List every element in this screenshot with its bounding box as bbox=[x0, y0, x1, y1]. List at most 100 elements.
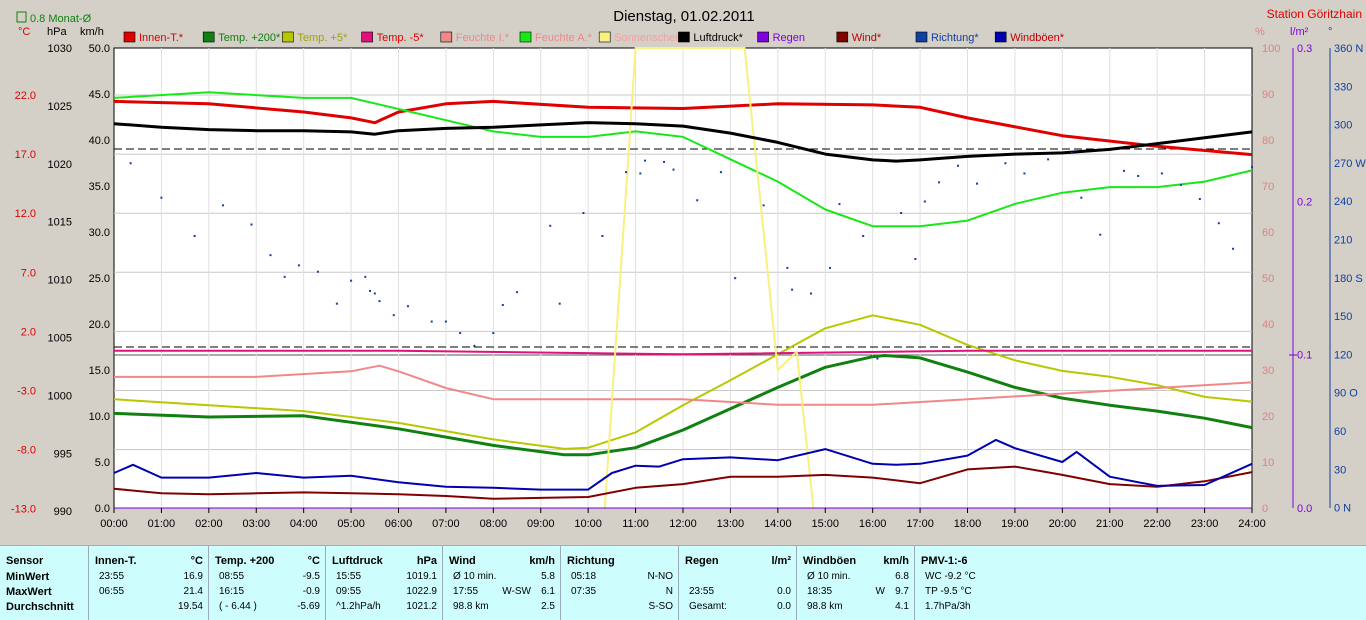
stats-cell-value: 0.0 bbox=[777, 601, 791, 612]
stats-cell-value: 6.8 bbox=[895, 571, 909, 582]
temp-tick-label: 2.0 bbox=[21, 326, 36, 338]
stats-cell-time: 05:18 bbox=[571, 571, 597, 582]
humidity-tick-label: 100 bbox=[1262, 43, 1280, 55]
direction-point bbox=[1137, 174, 1140, 177]
direction-point bbox=[335, 302, 338, 305]
direction-point bbox=[1070, 151, 1073, 154]
stats-column: Temp. +200 °C 08:55 -9.5 16:15 -0.9 ( - 6.44 )… bbox=[208, 546, 326, 620]
time-tick-label: 12:00 bbox=[669, 518, 697, 530]
station-label: Station Göritzhain bbox=[1267, 7, 1362, 21]
pressure-tick-label: 1025 bbox=[48, 101, 72, 113]
stats-column: Innen-T. °C 23:55 16.9 06:55 21.4 19.54 bbox=[88, 546, 209, 620]
stats-cell-time: 18:35 bbox=[807, 586, 833, 597]
stats-column-unit: km/h bbox=[883, 555, 909, 567]
stats-row-label: MaxWert bbox=[6, 586, 52, 598]
series-feuchte-a bbox=[113, 91, 1253, 228]
stats-column-header: Sensor bbox=[6, 555, 44, 567]
stats-column-unit: °C bbox=[190, 555, 203, 567]
direction-point bbox=[876, 357, 879, 360]
temp-tick-label: 12.0 bbox=[15, 208, 36, 220]
direction-point bbox=[582, 212, 585, 215]
wind-tick-label: 10.0 bbox=[89, 411, 110, 423]
time-tick-label: 08:00 bbox=[480, 518, 508, 530]
legend-swatch bbox=[361, 31, 373, 43]
sun-tick-label: 20 bbox=[1262, 411, 1274, 423]
stats-column-unit: hPa bbox=[416, 555, 437, 567]
direction-point bbox=[810, 292, 813, 295]
direction-point bbox=[663, 160, 666, 163]
direction-point bbox=[900, 212, 903, 215]
stats-cell-time: 06:55 bbox=[99, 586, 125, 597]
stats-cell-time: TP -9.5 °C bbox=[925, 586, 972, 597]
stats-cell-time: 98.8 km bbox=[807, 601, 843, 612]
direction-point bbox=[1217, 222, 1220, 225]
rain-tick-label: 0.1 bbox=[1297, 350, 1312, 362]
time-tick-label: 10:00 bbox=[574, 518, 602, 530]
stats-column-header: Regen bbox=[685, 555, 719, 567]
direction-point bbox=[459, 332, 462, 335]
time-tick-label: 06:00 bbox=[385, 518, 413, 530]
legend-label: Sonnenschein bbox=[614, 32, 684, 44]
wind-tick-label: 5.0 bbox=[95, 457, 110, 469]
direction-tick-label: 0 N bbox=[1334, 503, 1351, 515]
direction-tick-label: 270 W bbox=[1334, 158, 1366, 170]
time-tick-label: 15:00 bbox=[811, 518, 839, 530]
direction-point bbox=[1232, 247, 1235, 250]
direction-point bbox=[601, 234, 604, 237]
humidity-tick-label: 70 bbox=[1262, 181, 1274, 193]
time-tick-label: 13:00 bbox=[717, 518, 745, 530]
direction-point bbox=[1160, 172, 1163, 175]
unit-pct: % bbox=[1255, 26, 1265, 38]
time-tick-label: 21:00 bbox=[1096, 518, 1124, 530]
stats-cell-time: 08:55 bbox=[219, 571, 245, 582]
humidity-tick-label: 60 bbox=[1262, 227, 1274, 239]
series-temp-5 bbox=[114, 349, 1252, 356]
temp-tick-label: 17.0 bbox=[15, 149, 36, 161]
stats-column: Wind km/h Ø 10 min. 5.8 17:55 W-SW 6.1 98.8 km 2… bbox=[442, 546, 561, 620]
stats-column-header: Windböen bbox=[803, 555, 857, 567]
sun-tick-label: 10 bbox=[1262, 457, 1274, 469]
direction-point bbox=[862, 234, 865, 237]
stats-row-label: Durchschnitt bbox=[6, 601, 74, 613]
direction-tick-label: 30 bbox=[1334, 464, 1346, 476]
humidity-tick-label: 90 bbox=[1262, 89, 1274, 101]
stats-cell-value: 16.9 bbox=[183, 571, 203, 582]
legend-label: Feuchte A.* bbox=[535, 32, 593, 44]
series-wind bbox=[113, 465, 1253, 500]
direction-point bbox=[786, 266, 789, 269]
time-tick-label: 16:00 bbox=[859, 518, 887, 530]
stats-column: Luftdruck hPa 15:55 1019.1 09:55 1022.9 ^1.2hP… bbox=[325, 546, 443, 620]
direction-point bbox=[364, 275, 367, 278]
stats-row-label: MinWert bbox=[6, 571, 50, 583]
stats-cell-value: -5.69 bbox=[297, 601, 320, 612]
direction-point bbox=[923, 200, 926, 203]
wind-tick-label: 35.0 bbox=[89, 181, 110, 193]
stats-column: Windböen km/h Ø 10 min. 6.8 18:35 W 9.7 98.8 km… bbox=[796, 546, 915, 620]
direction-tick-label: 180 S bbox=[1334, 273, 1363, 285]
unit-temp: °C bbox=[18, 26, 30, 38]
pressure-tick-label: 1005 bbox=[48, 333, 72, 345]
time-tick-label: 11:00 bbox=[622, 518, 649, 530]
wind-tick-label: 45.0 bbox=[89, 89, 110, 101]
monat-label: 0.8 Monat-Ø bbox=[30, 13, 92, 25]
stats-cell-value: 5.8 bbox=[541, 571, 555, 582]
weather-chart: 22.017.012.07.02.0-3.0-8.0-13.0103010251… bbox=[11, 7, 1366, 530]
pressure-tick-label: 995 bbox=[54, 448, 72, 460]
legend-swatch bbox=[440, 31, 453, 43]
humidity-tick-label: 80 bbox=[1262, 135, 1274, 147]
stats-cell-value: S-SO bbox=[648, 601, 673, 612]
time-tick-label: 03:00 bbox=[242, 518, 270, 530]
unit-deg: ° bbox=[1328, 26, 1332, 38]
direction-point bbox=[406, 305, 409, 308]
direction-point bbox=[160, 196, 163, 199]
stats-cell-value: 1022.9 bbox=[406, 586, 437, 597]
legend-label: Luftdruck* bbox=[693, 32, 743, 44]
direction-point bbox=[392, 314, 395, 317]
stats-cell-time: Ø 10 min. bbox=[807, 571, 851, 582]
pressure-tick-label: 1020 bbox=[48, 159, 72, 171]
stats-cell-value: 6.1 bbox=[541, 586, 555, 597]
rain-tick-label: 0.2 bbox=[1297, 196, 1312, 208]
wind-tick-label: 20.0 bbox=[89, 319, 110, 331]
time-tick-label: 07:00 bbox=[432, 518, 460, 530]
time-tick-label: 17:00 bbox=[906, 518, 934, 530]
